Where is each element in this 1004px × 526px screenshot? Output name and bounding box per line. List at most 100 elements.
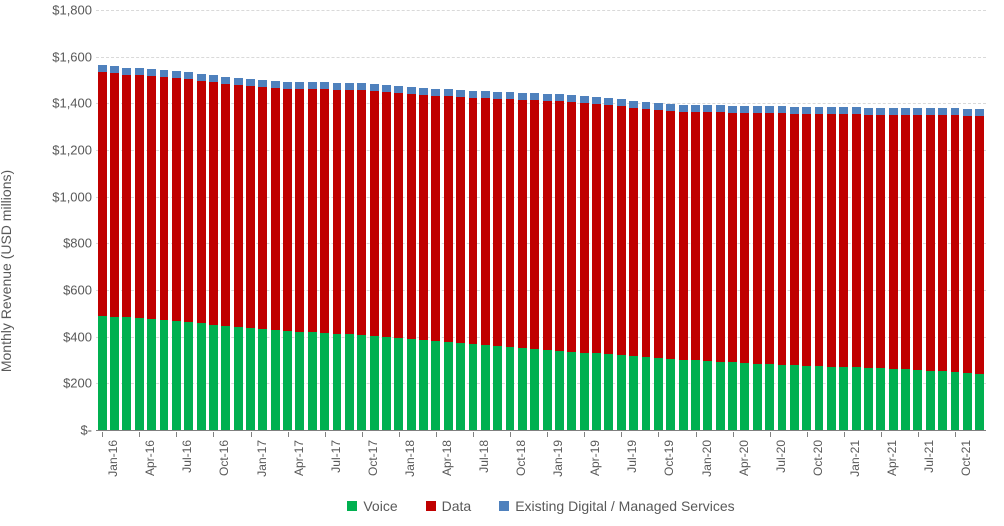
bar-segment	[370, 91, 379, 336]
stacked-bar	[567, 95, 576, 430]
stacked-bar	[975, 109, 984, 430]
stacked-bar	[778, 106, 787, 430]
legend-swatch	[347, 501, 357, 511]
stacked-bar	[122, 68, 131, 430]
bar-slot	[281, 10, 293, 430]
bar-segment	[308, 332, 317, 430]
bar-segment	[827, 114, 836, 366]
x-tick-mark	[955, 432, 956, 437]
bar-segment	[271, 330, 280, 430]
bar-segment	[345, 90, 354, 335]
bar-slot	[677, 10, 689, 430]
bar-segment	[753, 364, 762, 431]
bar-segment	[184, 72, 193, 79]
stacked-bar	[197, 74, 206, 430]
bar-segment	[258, 329, 267, 430]
bar-segment	[951, 115, 960, 372]
bar-segment	[160, 320, 169, 430]
bar-slot	[739, 10, 751, 430]
bar-segment	[728, 106, 737, 113]
bar-segment	[98, 65, 107, 72]
x-tick-label: Jul-21	[922, 440, 936, 473]
stacked-bar	[530, 93, 539, 430]
bar-slot	[492, 10, 504, 430]
bar-segment	[617, 106, 626, 355]
stacked-bar	[518, 93, 527, 430]
bar-segment	[716, 112, 725, 361]
bar-segment	[604, 98, 613, 105]
bar-segment	[110, 73, 119, 316]
legend-item: Voice	[347, 498, 397, 514]
bar-segment	[320, 82, 329, 89]
bar-segment	[728, 113, 737, 363]
bar-slot	[763, 10, 775, 430]
bar-segment	[407, 87, 416, 94]
bar-slot	[702, 10, 714, 430]
stacked-bar	[394, 86, 403, 430]
bar-segment	[703, 361, 712, 430]
bar-segment	[963, 109, 972, 116]
x-tick-mark	[213, 432, 214, 437]
bar-segment	[147, 76, 156, 319]
bar-slot	[244, 10, 256, 430]
stacked-bar	[543, 94, 552, 430]
bar-segment	[642, 102, 651, 109]
bar-segment	[642, 357, 651, 430]
bar-segment	[469, 98, 478, 344]
bar-slot	[454, 10, 466, 430]
bar-segment	[271, 88, 280, 330]
bar-segment	[654, 358, 663, 430]
bar-segment	[963, 116, 972, 373]
bar-slot	[541, 10, 553, 430]
bar-segment	[122, 75, 131, 318]
y-tick-label: $1,800	[48, 3, 92, 18]
bar-segment	[407, 94, 416, 339]
stacked-bar	[839, 107, 848, 430]
bar-segment	[345, 83, 354, 90]
bar-slot	[800, 10, 812, 430]
bar-segment	[604, 105, 613, 355]
x-tick-label: Apr-21	[885, 440, 899, 476]
bar-segment	[864, 108, 873, 115]
x-tick-mark	[918, 432, 919, 437]
bar-segment	[308, 89, 317, 332]
x-tick-label: Jul-16	[180, 440, 194, 473]
bar-segment	[592, 353, 601, 430]
x-tick-label: Jan-17	[255, 440, 269, 477]
bar-slot	[776, 10, 788, 430]
bar-segment	[493, 99, 502, 346]
bar-segment	[184, 79, 193, 322]
bar-segment	[370, 336, 379, 430]
x-tick-label: Jul-20	[774, 440, 788, 473]
bar-segment	[889, 369, 898, 430]
bar-segment	[666, 104, 675, 111]
bar-slot	[899, 10, 911, 430]
x-tick-label: Oct-18	[514, 440, 528, 476]
x-tick-label: Apr-18	[440, 440, 454, 476]
bar-segment	[926, 115, 935, 371]
bar-segment	[197, 74, 206, 81]
stacked-bar	[382, 85, 391, 430]
bar-segment	[555, 101, 564, 350]
bar-slot	[368, 10, 380, 430]
stacked-bar	[283, 82, 292, 430]
bar-slot	[393, 10, 405, 430]
bar-segment	[431, 341, 440, 430]
bar-segment	[679, 112, 688, 360]
bar-segment	[901, 108, 910, 115]
y-tick-label: $1,200	[48, 143, 92, 158]
bar-segment	[221, 77, 230, 84]
bar-segment	[357, 90, 366, 335]
bar-segment	[543, 350, 552, 430]
bars-container	[96, 10, 986, 430]
bar-slot	[442, 10, 454, 430]
stacked-bar	[889, 108, 898, 430]
x-tick-mark	[584, 432, 585, 437]
bar-segment	[382, 337, 391, 430]
x-tick-mark	[436, 432, 437, 437]
bar-segment	[320, 89, 329, 333]
bar-segment	[419, 88, 428, 95]
bar-segment	[530, 100, 539, 349]
legend-item: Existing Digital / Managed Services	[499, 498, 734, 514]
x-tick-mark	[770, 432, 771, 437]
